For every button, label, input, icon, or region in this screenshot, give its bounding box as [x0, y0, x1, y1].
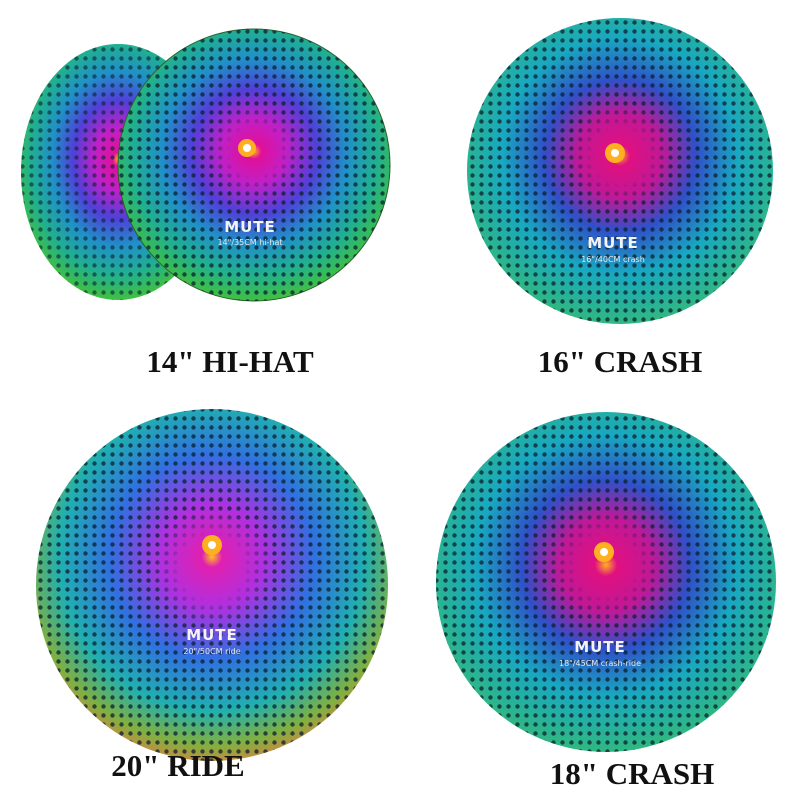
ride-20: MUTE 20"/50CM ride: [36, 409, 388, 761]
crash-16: MUTE 16"/40CM crash: [467, 18, 773, 324]
model-text: 20"/50CM ride: [183, 647, 240, 656]
size-label: 14" HI-HAT: [146, 344, 314, 379]
model-text: 18"/45CM crash-ride: [559, 659, 641, 668]
model-text: 14"/35CM hi-hat: [217, 238, 282, 247]
logo: MUTE: [224, 218, 276, 236]
size-label: 16" CRASH: [538, 344, 702, 379]
hi-hat: MUTE 14"/35CM hi-hat: [21, 28, 391, 302]
crash-18: MUTE 18"/45CM crash-ride: [436, 412, 776, 752]
logo: MUTE: [186, 626, 238, 644]
size-label: 20" RIDE: [111, 748, 244, 783]
size-label: 18" CRASH: [550, 756, 714, 790]
model-text: 16"/40CM crash: [581, 255, 645, 264]
logo: MUTE: [574, 638, 626, 656]
logo: MUTE: [587, 234, 639, 252]
